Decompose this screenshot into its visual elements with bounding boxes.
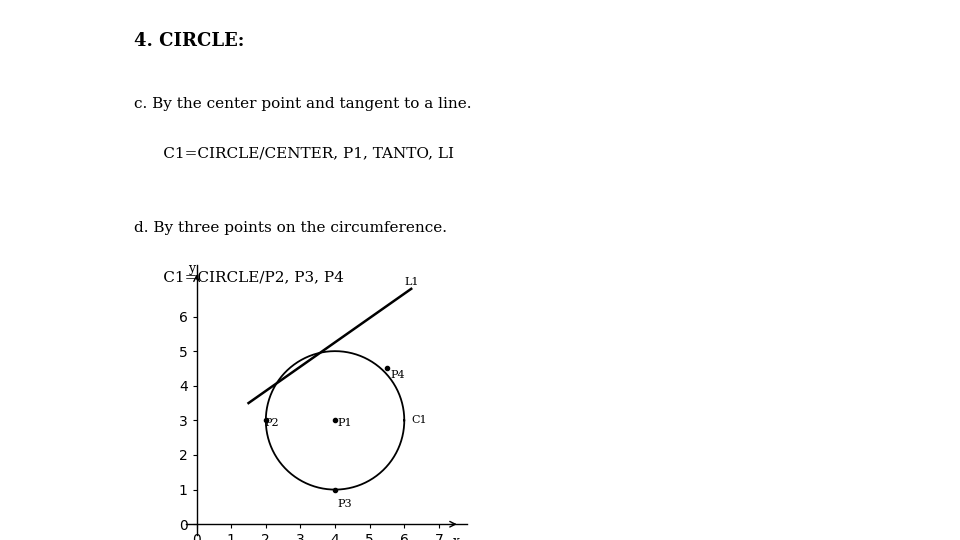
Text: C1=CIRCLE/P2, P3, P4: C1=CIRCLE/P2, P3, P4 [134, 270, 345, 284]
Text: c. By the center point and tangent to a line.: c. By the center point and tangent to a … [134, 97, 472, 111]
Text: 4. CIRCLE:: 4. CIRCLE: [134, 32, 245, 50]
Text: P2: P2 [264, 417, 278, 428]
Text: P1: P1 [338, 417, 352, 428]
Text: P4: P4 [391, 370, 405, 380]
Text: P3: P3 [338, 500, 352, 509]
Text: L1: L1 [404, 277, 419, 287]
Text: C1=CIRCLE/CENTER, P1, TANTO, LI: C1=CIRCLE/CENTER, P1, TANTO, LI [134, 146, 454, 160]
Text: d. By three points on the circumference.: d. By three points on the circumference. [134, 221, 447, 235]
Text: y: y [188, 262, 195, 275]
Text: x: x [453, 535, 460, 540]
Text: C1: C1 [411, 415, 427, 426]
